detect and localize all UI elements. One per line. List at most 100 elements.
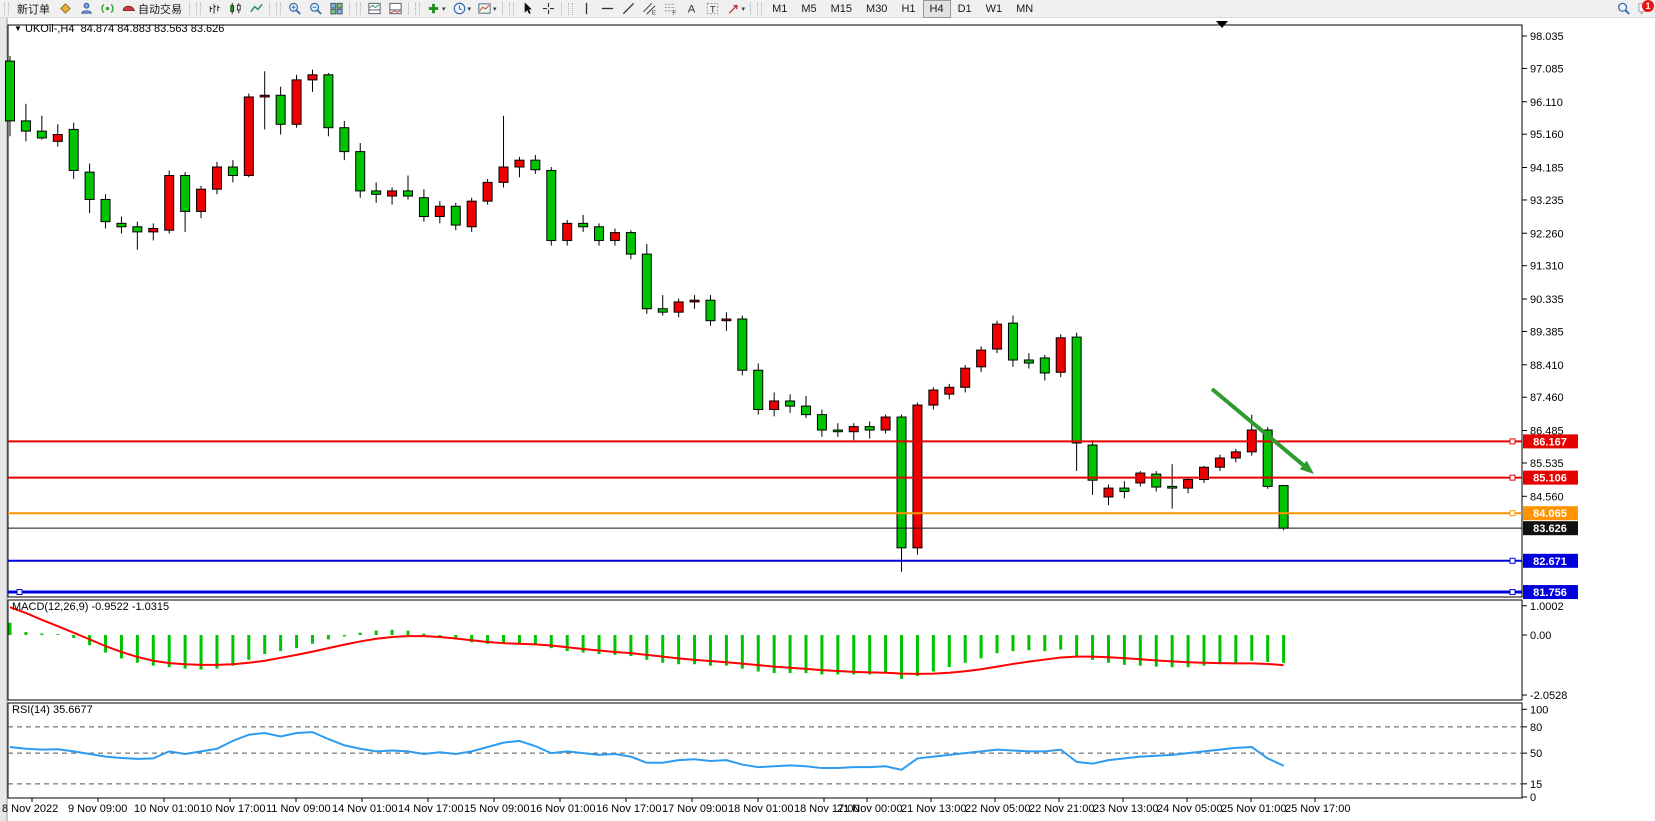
arrows-tool-button[interactable]: ▾ — [723, 0, 749, 18]
add-indicator-dropdown-icon[interactable]: ▾ — [442, 5, 446, 13]
svg-text:92.260: 92.260 — [1530, 228, 1564, 240]
template-menu-dropdown-icon[interactable]: ▾ — [493, 5, 497, 13]
horizontal-line-82.671[interactable]: 82.671 — [8, 553, 1578, 568]
candle — [689, 299, 700, 303]
bar-chart-icon — [207, 1, 222, 16]
candle — [912, 404, 923, 549]
candle — [434, 205, 445, 218]
terminal-icon — [79, 1, 94, 16]
candlestick-chart-button[interactable] — [225, 0, 246, 18]
svg-text:25 Nov 01:00: 25 Nov 01:00 — [1221, 803, 1286, 815]
main-pane — [7, 24, 1523, 598]
indicator-window-icon — [388, 1, 403, 16]
horizontal-line-81.756[interactable]: 81.756 — [8, 585, 1578, 600]
crosshair-tool-button[interactable] — [538, 0, 559, 18]
toolbar-grip[interactable] — [196, 2, 201, 15]
horizontal-line-85.106[interactable]: 85.106 — [8, 470, 1578, 485]
toolbar-grip[interactable] — [508, 2, 514, 15]
candle — [1055, 337, 1066, 373]
chart-shift-marker[interactable] — [1216, 21, 1228, 28]
toolbar-grip[interactable] — [757, 2, 763, 15]
zoom-out-button[interactable] — [305, 0, 326, 18]
vertical-line-tool-button[interactable] — [576, 0, 597, 18]
horizontal-line-84.065[interactable]: 84.065 — [8, 506, 1578, 521]
svg-text:80: 80 — [1530, 722, 1542, 734]
indicator-window-button[interactable] — [385, 0, 406, 18]
candle — [371, 190, 382, 195]
price-badge — [1523, 470, 1578, 485]
timeframe-label: M30 — [866, 2, 888, 15]
bar-chart-button[interactable] — [204, 0, 225, 18]
line-anchor — [1509, 474, 1516, 481]
svg-text:E: E — [651, 10, 655, 16]
horizontal-line-tool-button[interactable] — [597, 0, 618, 18]
candle — [657, 308, 668, 313]
fibonacci-tool-button[interactable]: F — [660, 0, 681, 18]
add-indicator-button[interactable]: ▾ — [423, 0, 449, 18]
timeframe-label: M5 — [801, 2, 817, 15]
rsi-line — [9, 731, 1285, 771]
symbol-dropdown-icon[interactable]: ▼ — [14, 24, 22, 33]
svg-text:85.535: 85.535 — [1530, 458, 1564, 470]
price-badge — [1523, 521, 1578, 536]
search-button[interactable] — [1613, 0, 1634, 18]
macd-signal-line — [9, 606, 1284, 675]
zoom-out-icon — [308, 1, 323, 16]
svg-text:A: A — [687, 4, 695, 16]
horizontal-line-86.167[interactable]: 86.167 — [8, 434, 1578, 449]
timeframe-button-mn[interactable]: MN — [1009, 0, 1040, 18]
period-menu-button[interactable]: ▾ — [449, 0, 475, 18]
timeframe-button-h4[interactable]: H4 — [922, 0, 951, 18]
candlestick-chart-icon — [228, 1, 243, 16]
toolbar-grip[interactable] — [276, 2, 281, 15]
trendline-tool-button[interactable] — [618, 0, 639, 18]
timeframe-button-m15[interactable]: M15 — [824, 0, 859, 18]
svg-text:94.185: 94.185 — [1530, 163, 1564, 175]
candle — [880, 416, 891, 431]
auto-trading-icon — [121, 1, 136, 16]
new-chart-window-button[interactable] — [364, 0, 385, 18]
svg-text:16 Nov 01:00: 16 Nov 01:00 — [530, 803, 595, 815]
channel-tool-button[interactable]: E — [639, 0, 660, 18]
timeframe-button-m5[interactable]: M5 — [794, 0, 823, 18]
svg-text:F: F — [672, 10, 676, 16]
new-order-label: 新订单 — [17, 3, 50, 16]
new-order-button[interactable]: 新订单 — [12, 0, 55, 18]
timeframe-button-d1[interactable]: D1 — [951, 0, 979, 18]
toolbar-grip[interactable] — [356, 2, 361, 15]
trend-arrow-annotation[interactable] — [1210, 387, 1314, 474]
order-tag-button[interactable] — [55, 0, 76, 18]
svg-text:82.671: 82.671 — [1533, 556, 1567, 568]
period-menu-icon — [452, 1, 467, 16]
tile-windows-icon — [329, 1, 344, 16]
toolbar-grip[interactable] — [4, 2, 9, 15]
terminal-button[interactable] — [76, 0, 97, 18]
tile-windows-button[interactable] — [326, 0, 347, 18]
template-menu-button[interactable]: ▾ — [474, 0, 500, 18]
price-badge — [1523, 506, 1578, 521]
zoom-in-button[interactable] — [284, 0, 305, 18]
candle — [928, 389, 939, 406]
timeframe-button-w1[interactable]: W1 — [979, 0, 1010, 18]
arrows-tool-dropdown-icon[interactable]: ▾ — [741, 5, 746, 13]
horizontal-line-83.626[interactable]: 83.626 — [8, 521, 1578, 536]
period-menu-dropdown-icon[interactable]: ▾ — [467, 5, 472, 13]
timeframe-button-m1[interactable]: M1 — [765, 0, 794, 18]
timeframe-label: D1 — [957, 2, 972, 15]
toolbar-grip[interactable] — [415, 2, 420, 15]
candle — [960, 367, 971, 388]
timeframe-button-h1[interactable]: H1 — [894, 0, 922, 18]
signals-button[interactable] — [97, 0, 118, 18]
cursor-tool-button[interactable] — [517, 0, 538, 18]
svg-text:83.626: 83.626 — [1533, 523, 1567, 535]
text-tool-button[interactable]: A — [681, 0, 702, 18]
channel-tool-icon: E — [642, 1, 657, 16]
chat-unread-badge: 1 — [1642, 0, 1654, 12]
line-chart-button[interactable] — [246, 0, 267, 18]
svg-text:10 Nov 17:00: 10 Nov 17:00 — [200, 803, 265, 815]
toolbar-grip[interactable] — [567, 2, 573, 15]
label-tool-button[interactable]: T — [702, 0, 723, 18]
auto-trading-button[interactable]: 自动交易 — [118, 0, 187, 18]
candle — [753, 369, 764, 411]
timeframe-button-m30[interactable]: M30 — [859, 0, 894, 18]
